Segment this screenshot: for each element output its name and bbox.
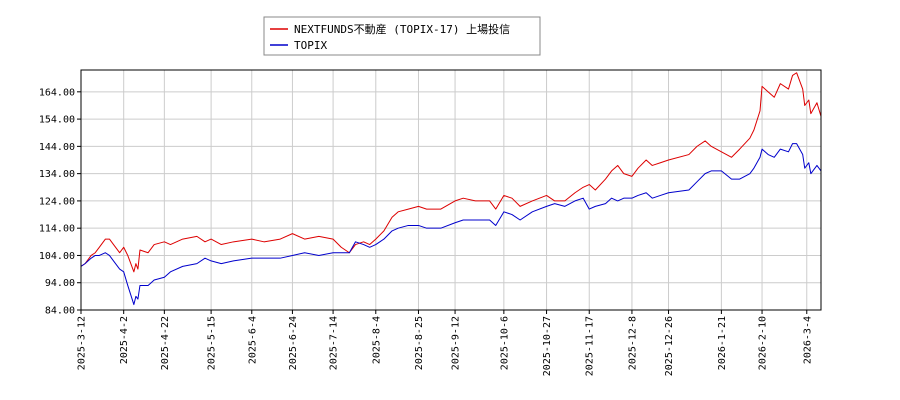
x-tick-label: 2025-11-17 xyxy=(585,316,596,376)
y-tick-label: 144.00 xyxy=(39,142,75,153)
plot-background xyxy=(81,70,821,310)
x-tick-label: 2025-12-26 xyxy=(664,316,675,376)
grid xyxy=(80,70,821,311)
axes: 84.00 94.00 104.00 114.00 124.00 134.00 144.00… xyxy=(39,69,822,376)
x-tick-label: 2025-8-25 xyxy=(414,316,425,370)
x-tick-label: 2025-9-12 xyxy=(451,316,462,370)
x-tick-label: 2026-1-21 xyxy=(717,316,728,370)
x-tick-label: 2025-4-2 xyxy=(119,316,130,364)
y-tick-label: 124.00 xyxy=(39,196,75,207)
x-tick-label: 2025-6-4 xyxy=(247,316,258,364)
y-tick-label: 114.00 xyxy=(39,224,75,235)
legend-box xyxy=(263,16,541,56)
series-line-0 xyxy=(80,72,822,273)
legend: NEXTFUNDS不動産 (TOPIX-17) 上場投信 TOPIX xyxy=(263,16,541,56)
y-tick-label: 164.00 xyxy=(39,87,75,98)
x-tick-label: 2025-7-14 xyxy=(329,316,340,370)
y-tick-label: 134.00 xyxy=(39,169,75,180)
y-tick-label: 94.00 xyxy=(45,278,75,289)
x-tick-label: 2025-5-15 xyxy=(207,316,218,370)
y-tick-label: 154.00 xyxy=(39,115,75,126)
legend-label-series-0: NEXTFUNDS不動産 (TOPIX-17) 上場投信 xyxy=(294,22,510,36)
x-tick-label: 2026-3-4 xyxy=(802,316,813,364)
x-tick-label: 2026-2-10 xyxy=(758,316,769,370)
legend-label-series-1: TOPIX xyxy=(294,39,327,52)
series-line-1 xyxy=(80,143,822,306)
x-tick-label: 2025-6-24 xyxy=(288,316,299,370)
x-tick-label: 2025-3-12 xyxy=(77,316,88,370)
x-tick-label: 2025-10-27 xyxy=(542,316,553,376)
x-tick-label: 2025-10-6 xyxy=(499,316,510,370)
plot-area xyxy=(80,72,822,306)
y-tick-label: 84.00 xyxy=(45,306,75,317)
x-tick-label: 2025-12-8 xyxy=(627,316,638,370)
x-tick-label: 2025-4-22 xyxy=(160,316,171,370)
y-tick-label: 104.00 xyxy=(39,251,75,262)
x-tick-label: 2025-8-4 xyxy=(371,316,382,364)
plot-frame xyxy=(80,69,822,311)
